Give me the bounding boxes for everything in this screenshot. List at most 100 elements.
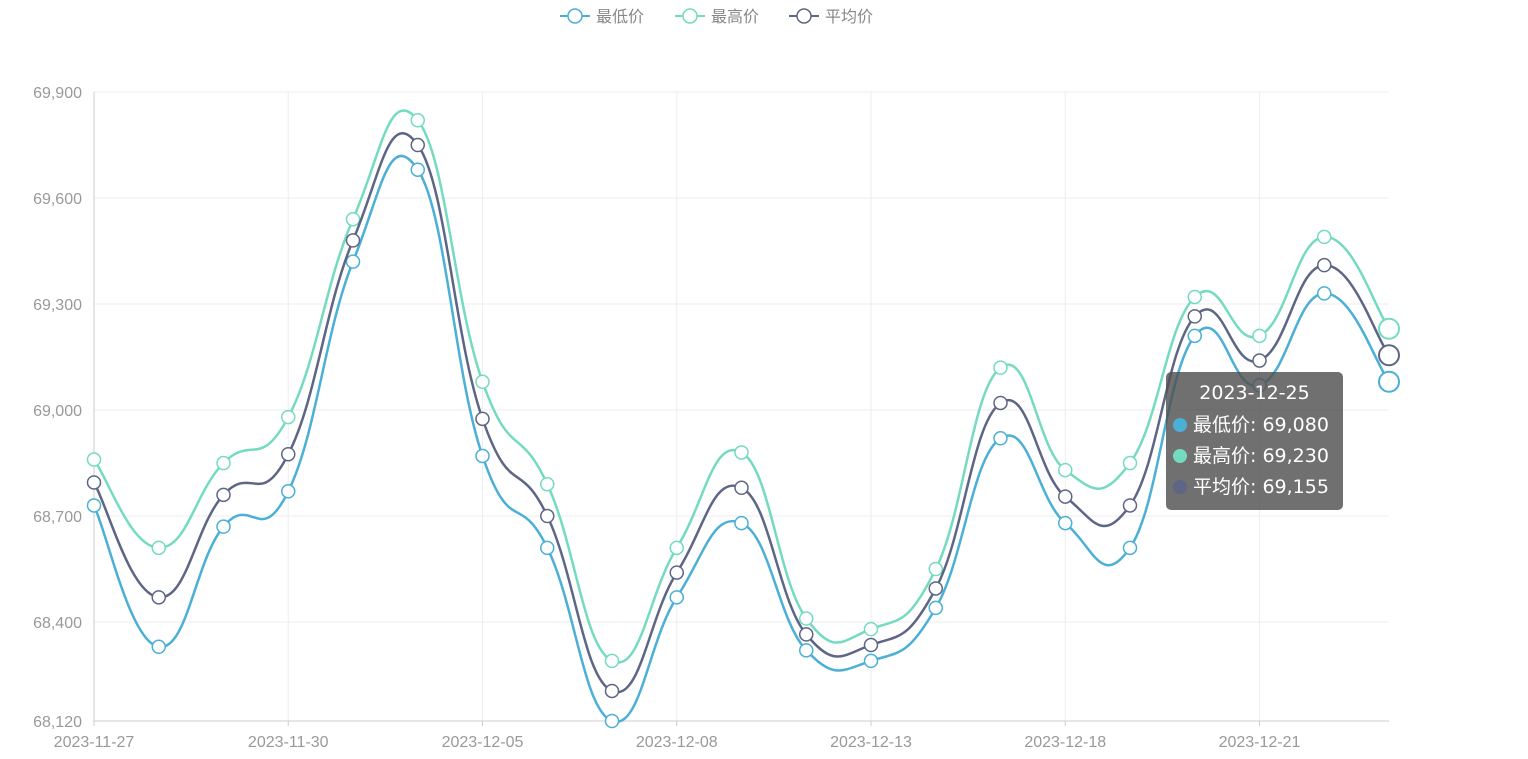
legend-item-high[interactable]: 最高价 — [675, 7, 759, 26]
data-point-low — [993, 431, 1008, 446]
legend-label-low: 最低价 — [596, 7, 644, 26]
y-tick-label: 68,400 — [33, 615, 82, 632]
data-point-low — [863, 653, 879, 669]
data-point-avg — [345, 233, 361, 248]
chart-tooltip: 2023-12-25 最低价: 69,080 最高价: 69,230 平均价: … — [1166, 372, 1343, 510]
x-tick-label: 2023-12-18 — [1024, 734, 1106, 751]
data-point-low — [799, 643, 814, 658]
y-tick-label: 69,300 — [33, 297, 82, 314]
legend-marker-avg — [796, 8, 812, 24]
data-point-high — [475, 374, 490, 390]
series-high — [86, 109, 1400, 669]
data-point-high — [281, 409, 296, 425]
y-tick-label: 68,120 — [33, 714, 82, 731]
tooltip-title: 2023-12-25 — [1199, 382, 1310, 404]
data-point-avg — [1058, 489, 1073, 504]
data-point-high — [216, 455, 231, 471]
data-point-low — [669, 590, 684, 605]
y-tick-label: 69,600 — [33, 191, 82, 208]
tooltip-dot-avg — [1173, 480, 1187, 494]
series-layer — [86, 109, 1400, 729]
x-tick-label: 2023-12-05 — [442, 734, 524, 751]
data-point-low — [734, 515, 749, 531]
data-point-avg — [604, 683, 620, 699]
y-tick-label: 68,700 — [33, 509, 82, 526]
data-point-high — [734, 445, 749, 460]
data-point-high — [410, 113, 425, 128]
data-point-avg — [734, 480, 749, 496]
x-tick-label: 2023-12-13 — [830, 734, 912, 751]
series-avg — [86, 132, 1400, 699]
data-point-avg — [1252, 353, 1267, 368]
x-tick-label: 2023-12-08 — [636, 734, 718, 751]
legend-label-avg: 平均价 — [825, 7, 873, 26]
tooltip-row-avg: 平均价: 69,155 — [1173, 475, 1329, 499]
data-point-high — [86, 452, 102, 467]
y-tick-label: 69,000 — [33, 403, 82, 420]
data-point-high — [1317, 229, 1332, 245]
data-point-high — [993, 360, 1008, 375]
data-point-high — [1187, 289, 1202, 305]
data-point-high — [604, 653, 620, 669]
legend-item-low[interactable]: 最低价 — [560, 7, 644, 26]
data-point-low — [1378, 370, 1400, 393]
tooltip-dot-high — [1173, 449, 1187, 463]
data-point-avg — [540, 508, 555, 524]
y-tick-label: 69,900 — [33, 85, 82, 102]
legend-marker-high — [682, 8, 698, 24]
data-point-avg — [475, 411, 490, 427]
data-point-high — [1252, 328, 1267, 344]
tooltip-label-high: 最高价: 69,230 — [1193, 445, 1329, 467]
data-point-low — [928, 600, 943, 616]
tooltip-row-low: 最低价: 69,080 — [1173, 413, 1329, 437]
data-point-low — [475, 448, 490, 464]
axis-layer: 68,120 68,400 68,700 69,000 69,300 69,600 69,9… — [33, 85, 1389, 751]
data-point-avg — [669, 565, 684, 580]
data-point-low — [216, 519, 231, 534]
data-point-low — [604, 713, 620, 729]
data-point-low — [151, 639, 166, 655]
data-point-low — [1317, 286, 1332, 301]
data-point-avg — [993, 395, 1008, 411]
data-point-avg — [281, 446, 296, 462]
data-point-avg — [1378, 344, 1400, 367]
series-line-high — [92, 109, 1391, 664]
data-point-low — [86, 498, 102, 513]
data-point-low — [540, 540, 555, 556]
data-point-low — [281, 484, 296, 499]
data-point-high — [863, 621, 879, 637]
data-point-high — [1378, 317, 1400, 340]
legend-marker-low — [567, 8, 583, 24]
legend[interactable]: 最低价 最高价 平均价 — [560, 7, 873, 26]
data-point-avg — [410, 137, 425, 153]
data-point-avg — [151, 590, 166, 605]
tooltip-dot-low — [1173, 418, 1187, 432]
data-point-high — [1122, 455, 1138, 471]
tooltip-row-high: 最高价: 69,230 — [1173, 444, 1329, 468]
data-point-avg — [863, 637, 879, 653]
data-point-low — [410, 162, 425, 177]
tooltip-label-avg: 平均价: 69,155 — [1193, 476, 1329, 498]
data-point-high — [540, 476, 555, 492]
legend-label-high: 最高价 — [711, 7, 759, 26]
series-line-avg — [92, 132, 1391, 694]
data-point-avg — [928, 581, 943, 596]
data-point-high — [151, 540, 166, 556]
data-point-avg — [86, 475, 102, 490]
data-point-low — [1122, 540, 1138, 556]
data-point-high — [928, 561, 943, 577]
grid-layer — [94, 91, 1389, 721]
legend-item-avg[interactable]: 平均价 — [789, 7, 873, 26]
data-point-high — [345, 211, 361, 227]
series-low — [86, 154, 1400, 729]
data-point-high — [1058, 462, 1073, 478]
tooltip-label-low: 最低价: 69,080 — [1193, 414, 1329, 436]
data-point-low — [1058, 515, 1073, 531]
data-point-avg — [216, 487, 231, 503]
x-tick-label: 2023-11-27 — [54, 734, 135, 751]
data-point-avg — [1317, 257, 1332, 273]
data-point-low — [345, 254, 361, 269]
data-point-low — [1187, 328, 1202, 344]
